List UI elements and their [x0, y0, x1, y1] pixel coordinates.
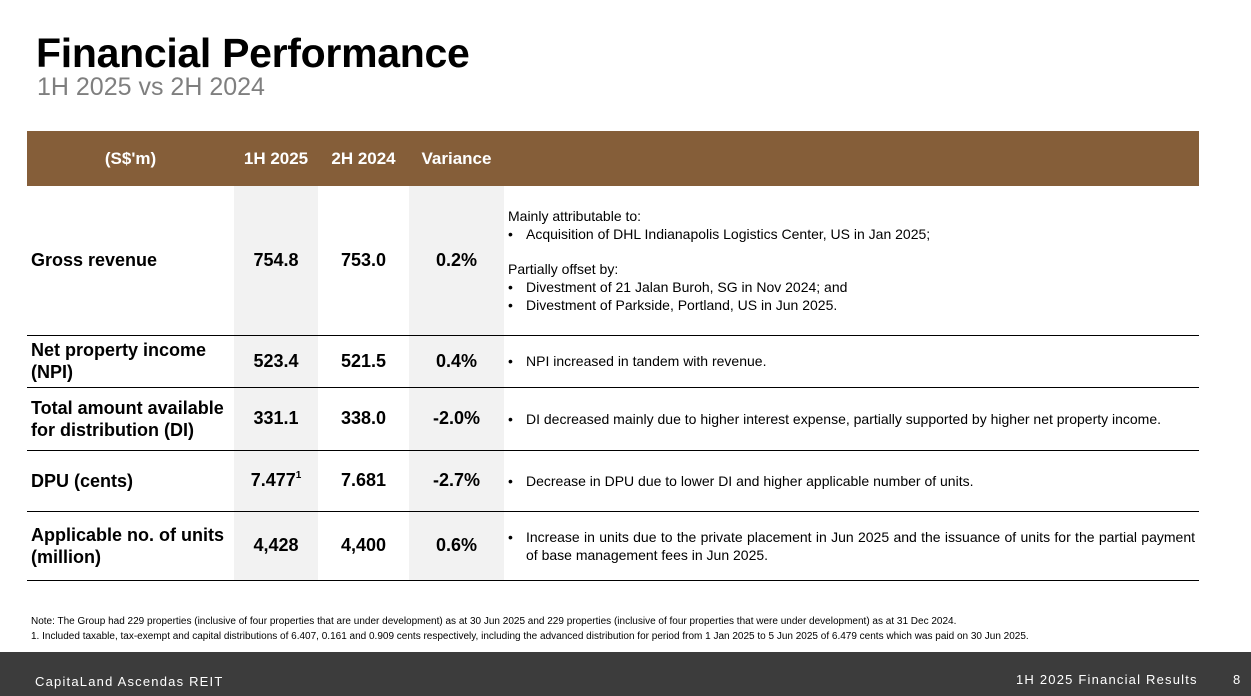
- col-header-2h2024: 2H 2024: [318, 131, 409, 186]
- value-variance: 0.4%: [409, 335, 504, 388]
- table-row: Gross revenue 754.8 753.0 0.2% Mainly at…: [27, 186, 1199, 336]
- comment-list: Divestment of 21 Jalan Buroh, SG in Nov …: [508, 278, 1195, 314]
- footnotes: Note: The Group had 229 properties (incl…: [31, 614, 1029, 644]
- row-comment: Mainly attributable to: Acquisition of D…: [504, 186, 1199, 336]
- footnote-marker: 1: [295, 470, 302, 481]
- footer-company: CapitaLand Ascendas REIT: [35, 674, 224, 689]
- dpu-value: 7.477: [250, 470, 296, 490]
- comment-intro: Partially offset by:: [508, 260, 619, 277]
- value-1h2025: 331.1: [234, 387, 318, 451]
- row-label: DPU (cents): [27, 450, 234, 512]
- value-variance: -2.7%: [409, 450, 504, 512]
- comment-bullet: DI decreased mainly due to higher intere…: [508, 410, 1195, 428]
- comment-intro: Mainly attributable to:: [508, 207, 642, 224]
- footer-report-title: 1H 2025 Financial Results: [1016, 672, 1198, 687]
- comment-bullet: Acquisition of DHL Indianapolis Logistic…: [508, 225, 1195, 243]
- col-header-variance: Variance: [409, 131, 504, 186]
- value-1h2025: 4,428: [234, 511, 318, 581]
- value-variance: 0.2%: [409, 186, 504, 336]
- col-header-unit: (S$'m): [27, 131, 234, 186]
- col-header-comment: [504, 131, 1199, 186]
- value-1h2025: 7.4771: [234, 450, 318, 512]
- page-number: 8: [1233, 672, 1241, 687]
- table-row: Net property income (NPI) 523.4 521.5 0.…: [27, 335, 1199, 388]
- table-row: DPU (cents) 7.4771 7.681 -2.7% Decrease …: [27, 450, 1199, 512]
- row-comment: NPI increased in tandem with revenue.: [504, 335, 1199, 388]
- comment-bullet: Divestment of Parkside, Portland, US in …: [508, 296, 1195, 314]
- row-label: Applicable no. of units (million): [27, 511, 234, 581]
- row-comment: Increase in units due to the private pla…: [504, 511, 1199, 581]
- comment-list: Acquisition of DHL Indianapolis Logistic…: [508, 225, 1195, 243]
- comment-bullet: NPI increased in tandem with revenue.: [508, 352, 1195, 370]
- row-comment: DI decreased mainly due to higher intere…: [504, 387, 1199, 451]
- value-2h2024: 521.5: [318, 335, 409, 388]
- footer-bar: CapitaLand Ascendas REIT 1H 2025 Financi…: [0, 652, 1251, 696]
- col-header-1h2025: 1H 2025: [234, 131, 318, 186]
- value-variance: -2.0%: [409, 387, 504, 451]
- value-1h2025: 754.8: [234, 186, 318, 336]
- value-1h2025: 523.4: [234, 335, 318, 388]
- page-subtitle: 1H 2025 vs 2H 2024: [37, 73, 265, 101]
- row-label: Total amount available for distribution …: [27, 387, 234, 451]
- comment-bullet: Decrease in DPU due to lower DI and high…: [508, 472, 1195, 490]
- financial-table: (S$'m) 1H 2025 2H 2024 Variance Gross re…: [27, 131, 1199, 581]
- table-row: Total amount available for distribution …: [27, 387, 1199, 451]
- row-comment: Decrease in DPU due to lower DI and high…: [504, 450, 1199, 512]
- note-text: Note: The Group had 229 properties (incl…: [31, 616, 957, 627]
- comment-bullet: Increase in units due to the private pla…: [508, 528, 1195, 564]
- value-2h2024: 4,400: [318, 511, 409, 581]
- value-2h2024: 338.0: [318, 387, 409, 451]
- value-2h2024: 753.0: [318, 186, 409, 336]
- value-2h2024: 7.681: [318, 450, 409, 512]
- table-header-row: (S$'m) 1H 2025 2H 2024 Variance: [27, 131, 1199, 186]
- value-variance: 0.6%: [409, 511, 504, 581]
- footnote-1: 1. Included taxable, tax-exempt and capi…: [31, 631, 1029, 642]
- row-label: Net property income (NPI): [27, 335, 234, 388]
- comment-bullet: Divestment of 21 Jalan Buroh, SG in Nov …: [508, 278, 1195, 296]
- page-title: Financial Performance: [36, 30, 470, 76]
- row-label: Gross revenue: [27, 186, 234, 336]
- table-row: Applicable no. of units (million) 4,428 …: [27, 511, 1199, 581]
